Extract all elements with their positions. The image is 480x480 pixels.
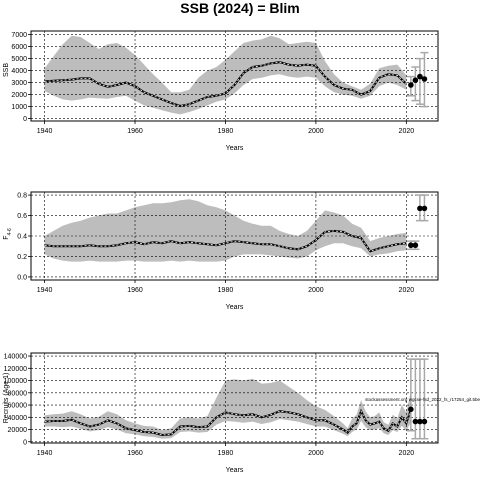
y-tick-label: 2000 [11, 92, 27, 99]
forecast-point [408, 406, 414, 413]
y-tick-label: 80000 [8, 390, 28, 397]
forecast-point [421, 418, 428, 425]
x-tick-label: 1980 [218, 450, 234, 457]
y-axis-title: Recruits (Age 1) [3, 373, 10, 424]
y-axis-title: SSB [3, 63, 10, 77]
y-tick-label: 40000 [8, 415, 28, 422]
x-tick-label: 1960 [127, 450, 143, 457]
confidence-band [44, 378, 411, 439]
x-tick-label: 1940 [37, 450, 53, 457]
y-tick-label: 140000 [4, 354, 27, 361]
forecast-point [417, 418, 423, 425]
forecast-point [412, 242, 419, 249]
forecast-point [412, 77, 419, 83]
y-tick-label: 7000 [11, 32, 27, 39]
x-tick-label: 1940 [37, 287, 53, 294]
y-tick-label: 0.8 [17, 193, 27, 200]
estimate-line-dash [44, 61, 407, 107]
x-tick-label: 1960 [127, 128, 143, 135]
y-tick-label: 0.0 [17, 274, 27, 281]
x-tick-label: 1980 [218, 128, 234, 135]
y-tick-label: 0.4 [17, 234, 27, 241]
forecast-point [421, 76, 428, 82]
forecast-point [417, 73, 423, 80]
forecast-point [408, 242, 414, 249]
figure-title: SSB (2024) = Blim [180, 0, 299, 16]
x-tick-label: 2020 [399, 128, 415, 135]
y-tick-label: 5000 [11, 56, 27, 63]
x-tick-label: 2000 [308, 287, 324, 294]
panel-f: 1940 1960 1980 2000 2020 0.0 0.2 0.4 0.6 0.8 Years… [3, 191, 439, 311]
panel-recruitment: 1940 1960 1980 2000 2020 0 20000 40000 60000 8000… [3, 352, 439, 474]
plot-frame [30, 352, 439, 444]
y-tick-label: 0.6 [17, 213, 27, 220]
forecast-point [412, 418, 419, 425]
estimate-line-dash [44, 409, 412, 436]
y-tick-label: 0 [23, 116, 27, 123]
y-axis-title: F4-6 [3, 228, 13, 240]
x-tick-label: 1980 [218, 287, 234, 294]
x-axis-title: Years [226, 304, 244, 311]
forecast-point [421, 205, 428, 212]
y-tick-label: 3000 [11, 80, 27, 87]
stockassessment-annotation: stockassessment.org wgcse-fsd_2022_fs_r1… [365, 397, 480, 402]
y-tick-label: 4000 [11, 68, 27, 75]
y-tick-label: 6000 [11, 44, 27, 51]
y-tick-label: 100000 [4, 378, 27, 385]
x-tick-label: 1940 [37, 128, 53, 135]
y-tick-label: 60000 [8, 403, 28, 410]
x-tick-label: 2000 [308, 450, 324, 457]
x-axis-title: Years [226, 145, 244, 152]
estimate-line-dash [44, 230, 407, 252]
y-tick-label: 1000 [11, 104, 27, 111]
y-tick-label: 20000 [8, 427, 28, 434]
x-tick-label: 2020 [399, 287, 415, 294]
x-tick-label: 2000 [308, 128, 324, 135]
x-tick-label: 1960 [127, 287, 143, 294]
y-tick-label: 0.2 [17, 254, 27, 261]
y-tick-label: 120000 [4, 366, 27, 373]
panel-ssb: 1940 1960 1980 2000 2020 0 1000 2000 3000 4000 500… [3, 30, 439, 152]
y-tick-label: 0 [23, 439, 27, 446]
x-axis-title: Years [226, 467, 244, 474]
plot-frame [30, 30, 439, 122]
x-tick-label: 2020 [399, 450, 415, 457]
forecast-point [408, 82, 414, 88]
forecast-point [417, 205, 423, 212]
y-axis-title-subscript: 4-6 [7, 228, 13, 235]
